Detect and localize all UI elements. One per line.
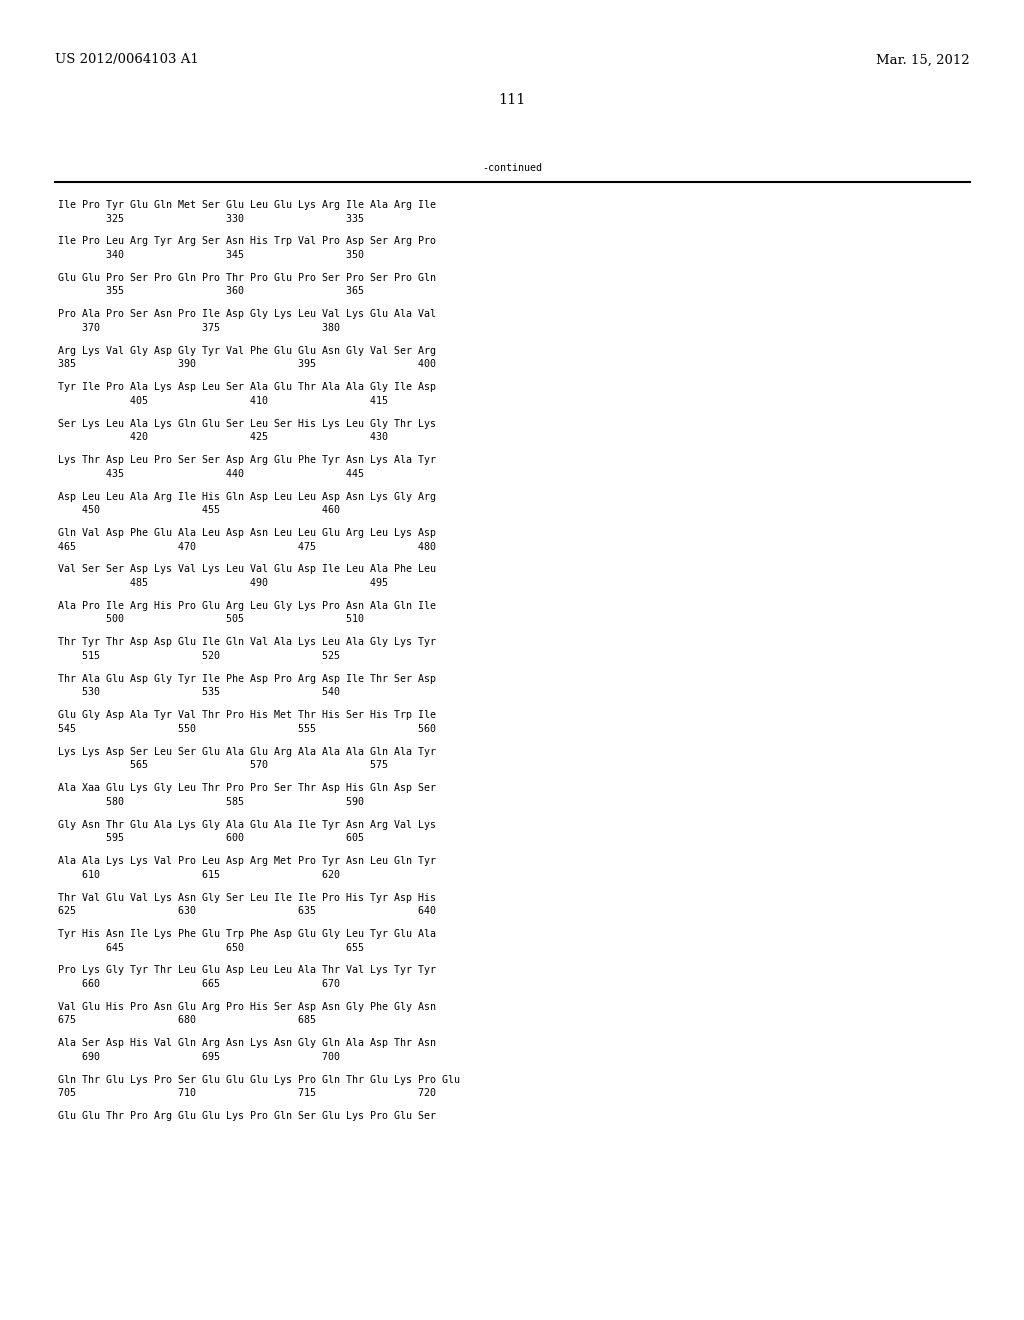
Text: 485                 490                 495: 485 490 495 [58,578,388,587]
Text: Glu Glu Pro Ser Pro Gln Pro Thr Pro Glu Pro Ser Pro Ser Pro Gln: Glu Glu Pro Ser Pro Gln Pro Thr Pro Glu … [58,273,436,282]
Text: Ala Ala Lys Lys Val Pro Leu Asp Arg Met Pro Tyr Asn Leu Gln Tyr: Ala Ala Lys Lys Val Pro Leu Asp Arg Met … [58,857,436,866]
Text: Tyr His Asn Ile Lys Phe Glu Trp Phe Asp Glu Gly Leu Tyr Glu Ala: Tyr His Asn Ile Lys Phe Glu Trp Phe Asp … [58,929,436,939]
Text: Pro Ala Pro Ser Asn Pro Ile Asp Gly Lys Leu Val Lys Glu Ala Val: Pro Ala Pro Ser Asn Pro Ile Asp Gly Lys … [58,309,436,319]
Text: Tyr Ile Pro Ala Lys Asp Leu Ser Ala Glu Thr Ala Ala Gly Ile Asp: Tyr Ile Pro Ala Lys Asp Leu Ser Ala Glu … [58,383,436,392]
Text: Glu Glu Thr Pro Arg Glu Glu Lys Pro Gln Ser Glu Lys Pro Glu Ser: Glu Glu Thr Pro Arg Glu Glu Lys Pro Gln … [58,1111,436,1121]
Text: 595                 600                 605: 595 600 605 [58,833,364,843]
Text: 690                 695                 700: 690 695 700 [58,1052,340,1061]
Text: 405                 410                 415: 405 410 415 [58,396,388,405]
Text: 515                 520                 525: 515 520 525 [58,651,340,661]
Text: Arg Lys Val Gly Asp Gly Tyr Val Phe Glu Glu Asn Gly Val Ser Arg: Arg Lys Val Gly Asp Gly Tyr Val Phe Glu … [58,346,436,356]
Text: Ile Pro Leu Arg Tyr Arg Ser Asn His Trp Val Pro Asp Ser Arg Pro: Ile Pro Leu Arg Tyr Arg Ser Asn His Trp … [58,236,436,247]
Text: Ala Ser Asp His Val Gln Arg Asn Lys Asn Gly Gln Ala Asp Thr Asn: Ala Ser Asp His Val Gln Arg Asn Lys Asn … [58,1039,436,1048]
Text: Lys Lys Asp Ser Leu Ser Glu Ala Glu Arg Ala Ala Ala Gln Ala Tyr: Lys Lys Asp Ser Leu Ser Glu Ala Glu Arg … [58,747,436,756]
Text: Pro Lys Gly Tyr Thr Leu Glu Asp Leu Leu Ala Thr Val Lys Tyr Tyr: Pro Lys Gly Tyr Thr Leu Glu Asp Leu Leu … [58,965,436,975]
Text: -continued: -continued [482,162,542,173]
Text: 325                 330                 335: 325 330 335 [58,214,364,223]
Text: Asp Leu Leu Ala Arg Ile His Gln Asp Leu Leu Asp Asn Lys Gly Arg: Asp Leu Leu Ala Arg Ile His Gln Asp Leu … [58,491,436,502]
Text: 580                 585                 590: 580 585 590 [58,797,364,807]
Text: 340                 345                 350: 340 345 350 [58,249,364,260]
Text: 675                 680                 685: 675 680 685 [58,1015,316,1026]
Text: Ala Xaa Glu Lys Gly Leu Thr Pro Pro Ser Thr Asp His Gln Asp Ser: Ala Xaa Glu Lys Gly Leu Thr Pro Pro Ser … [58,783,436,793]
Text: Thr Val Glu Val Lys Asn Gly Ser Leu Ile Ile Pro His Tyr Asp His: Thr Val Glu Val Lys Asn Gly Ser Leu Ile … [58,892,436,903]
Text: 610                 615                 620: 610 615 620 [58,870,340,879]
Text: 625                 630                 635                 640: 625 630 635 640 [58,906,436,916]
Text: 565                 570                 575: 565 570 575 [58,760,388,771]
Text: 545                 550                 555                 560: 545 550 555 560 [58,723,436,734]
Text: 660                 665                 670: 660 665 670 [58,979,340,989]
Text: 450                 455                 460: 450 455 460 [58,506,340,515]
Text: Mar. 15, 2012: Mar. 15, 2012 [877,54,970,66]
Text: 420                 425                 430: 420 425 430 [58,432,388,442]
Text: Ala Pro Ile Arg His Pro Glu Arg Leu Gly Lys Pro Asn Ala Gln Ile: Ala Pro Ile Arg His Pro Glu Arg Leu Gly … [58,601,436,611]
Text: 465                 470                 475                 480: 465 470 475 480 [58,541,436,552]
Text: 355                 360                 365: 355 360 365 [58,286,364,297]
Text: Ile Pro Tyr Glu Gln Met Ser Glu Leu Glu Lys Arg Ile Ala Arg Ile: Ile Pro Tyr Glu Gln Met Ser Glu Leu Glu … [58,201,436,210]
Text: 500                 505                 510: 500 505 510 [58,614,364,624]
Text: Lys Thr Asp Leu Pro Ser Ser Asp Arg Glu Phe Tyr Asn Lys Ala Tyr: Lys Thr Asp Leu Pro Ser Ser Asp Arg Glu … [58,455,436,465]
Text: Ser Lys Leu Ala Lys Gln Glu Ser Leu Ser His Lys Leu Gly Thr Lys: Ser Lys Leu Ala Lys Gln Glu Ser Leu Ser … [58,418,436,429]
Text: Glu Gly Asp Ala Tyr Val Thr Pro His Met Thr His Ser His Trp Ile: Glu Gly Asp Ala Tyr Val Thr Pro His Met … [58,710,436,721]
Text: Thr Tyr Thr Asp Asp Glu Ile Gln Val Ala Lys Leu Ala Gly Lys Tyr: Thr Tyr Thr Asp Asp Glu Ile Gln Val Ala … [58,638,436,647]
Text: 111: 111 [499,92,525,107]
Text: Thr Ala Glu Asp Gly Tyr Ile Phe Asp Pro Arg Asp Ile Thr Ser Asp: Thr Ala Glu Asp Gly Tyr Ile Phe Asp Pro … [58,673,436,684]
Text: 385                 390                 395                 400: 385 390 395 400 [58,359,436,370]
Text: Gly Asn Thr Glu Ala Lys Gly Ala Glu Ala Ile Tyr Asn Arg Val Lys: Gly Asn Thr Glu Ala Lys Gly Ala Glu Ala … [58,820,436,830]
Text: 370                 375                 380: 370 375 380 [58,323,340,333]
Text: Gln Thr Glu Lys Pro Ser Glu Glu Glu Lys Pro Gln Thr Glu Lys Pro Glu: Gln Thr Glu Lys Pro Ser Glu Glu Glu Lys … [58,1074,460,1085]
Text: 705                 710                 715                 720: 705 710 715 720 [58,1088,436,1098]
Text: Val Glu His Pro Asn Glu Arg Pro His Ser Asp Asn Gly Phe Gly Asn: Val Glu His Pro Asn Glu Arg Pro His Ser … [58,1002,436,1012]
Text: 435                 440                 445: 435 440 445 [58,469,364,479]
Text: 645                 650                 655: 645 650 655 [58,942,364,953]
Text: Val Ser Ser Asp Lys Val Lys Leu Val Glu Asp Ile Leu Ala Phe Leu: Val Ser Ser Asp Lys Val Lys Leu Val Glu … [58,565,436,574]
Text: Gln Val Asp Phe Glu Ala Leu Asp Asn Leu Leu Glu Arg Leu Lys Asp: Gln Val Asp Phe Glu Ala Leu Asp Asn Leu … [58,528,436,539]
Text: US 2012/0064103 A1: US 2012/0064103 A1 [55,54,199,66]
Text: 530                 535                 540: 530 535 540 [58,688,340,697]
